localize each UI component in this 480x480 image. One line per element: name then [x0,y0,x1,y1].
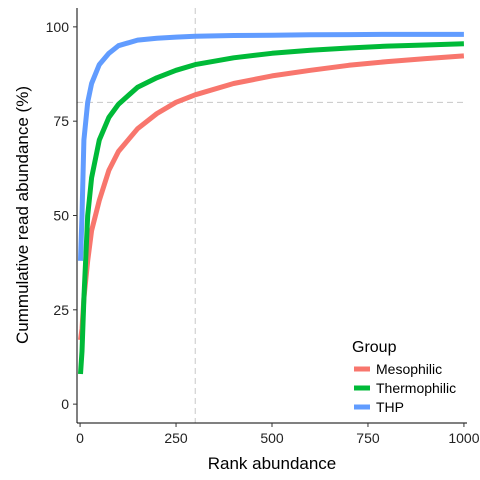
x-tick-label: 0 [76,430,84,446]
series-line-mesophilic [78,53,465,341]
y-tick-label: 0 [61,396,69,412]
legend-title: Group [352,339,397,356]
y-tick-label: 25 [53,302,69,318]
legend: Group Mesophilic Thermophilic THP [352,339,456,415]
x-tick-label: 500 [260,430,284,446]
legend-label-thp: THP [376,399,404,415]
x-tick-label: 250 [164,430,188,446]
series-line-thermophilic [78,41,464,375]
y-tick-label: 100 [46,19,70,35]
series-lines [78,31,465,375]
reference-lines [77,8,467,423]
series-line-thp [78,31,464,261]
legend-items: Mesophilic Thermophilic THP [354,361,456,415]
y-tick-label: 50 [53,208,69,224]
legend-label-thermophilic: Thermophilic [376,380,456,396]
x-tick-label: 1000 [448,430,479,446]
x-tick-label: 750 [356,430,380,446]
x-axis-title: Rank abundance [208,454,337,473]
y-ticks: 0 25 50 75 100 [46,19,77,412]
y-tick-label: 75 [53,113,69,129]
y-axis-title: Cummulative read abundance (%) [13,86,32,344]
legend-label-mesophilic: Mesophilic [376,361,442,377]
x-ticks: 0 250 500 750 1000 [76,423,480,446]
